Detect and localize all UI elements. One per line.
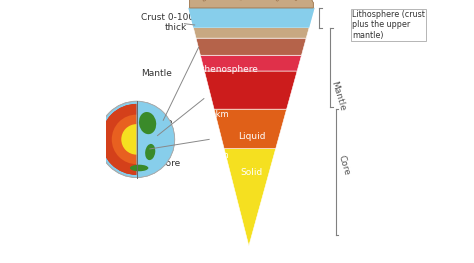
Text: Crust 0-100 km
thick: Crust 0-100 km thick bbox=[141, 13, 211, 32]
Circle shape bbox=[112, 115, 161, 164]
Circle shape bbox=[99, 101, 174, 178]
Wedge shape bbox=[101, 104, 137, 175]
Text: Core: Core bbox=[337, 154, 351, 177]
Text: Mantle: Mantle bbox=[329, 80, 346, 112]
Polygon shape bbox=[224, 149, 276, 246]
Text: Inner Core: Inner Core bbox=[133, 159, 181, 168]
Text: Mantle: Mantle bbox=[141, 69, 172, 78]
Circle shape bbox=[101, 104, 172, 175]
Text: Solid: Solid bbox=[240, 168, 263, 177]
Wedge shape bbox=[112, 115, 137, 164]
Text: 2900 km: 2900 km bbox=[192, 110, 229, 119]
Polygon shape bbox=[201, 55, 301, 71]
Polygon shape bbox=[214, 109, 287, 149]
Ellipse shape bbox=[139, 112, 156, 134]
Text: Outer Core: Outer Core bbox=[123, 118, 173, 127]
Polygon shape bbox=[204, 71, 297, 109]
Polygon shape bbox=[188, 8, 315, 28]
Text: Asthenosphere: Asthenosphere bbox=[191, 65, 259, 74]
Circle shape bbox=[121, 124, 152, 155]
Ellipse shape bbox=[130, 165, 148, 171]
Wedge shape bbox=[137, 101, 174, 178]
Polygon shape bbox=[193, 28, 309, 38]
Text: Liquid: Liquid bbox=[238, 132, 265, 141]
Text: 5100 km: 5100 km bbox=[192, 151, 229, 160]
Polygon shape bbox=[196, 38, 306, 55]
Text: Lithosphere (crust
plus the upper
mantle): Lithosphere (crust plus the upper mantle… bbox=[352, 10, 425, 40]
Polygon shape bbox=[190, 0, 313, 8]
Polygon shape bbox=[188, 8, 315, 28]
Wedge shape bbox=[121, 124, 137, 155]
Ellipse shape bbox=[145, 144, 155, 160]
Polygon shape bbox=[190, 0, 313, 8]
